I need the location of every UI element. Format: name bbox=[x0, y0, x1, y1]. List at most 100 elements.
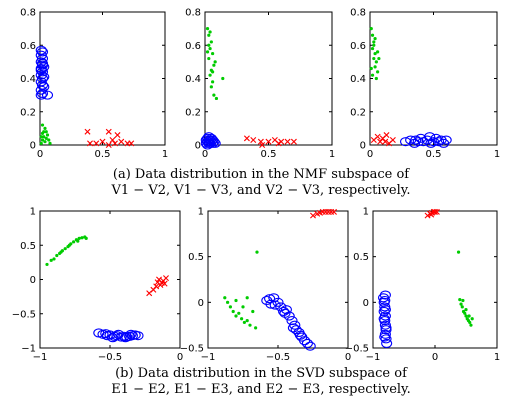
data-point bbox=[370, 33, 375, 37]
data-point bbox=[287, 323, 299, 333]
data-point bbox=[209, 85, 213, 89]
data-point bbox=[211, 70, 215, 74]
data-point bbox=[440, 135, 452, 145]
series-circle bbox=[200, 132, 221, 150]
plot-frame bbox=[39, 210, 181, 349]
data-point bbox=[372, 43, 376, 47]
data-point bbox=[265, 138, 272, 145]
data-point bbox=[48, 141, 52, 145]
data-point bbox=[234, 314, 238, 318]
data-point bbox=[464, 308, 468, 312]
data-point bbox=[294, 330, 306, 340]
y-tick-label: 1 bbox=[198, 207, 204, 218]
data-point bbox=[213, 60, 217, 64]
data-point bbox=[410, 135, 422, 145]
data-point bbox=[374, 60, 378, 64]
data-point bbox=[214, 96, 219, 101]
plots-group: 0 0.5 1 0 0.2 0.4 0.6 0.8 0 0.5 1 0 0.2 0.4 0.6 0.8 0 0.5… bbox=[12, 8, 500, 364]
y-tick-label: 0 bbox=[30, 141, 36, 152]
data-point bbox=[463, 311, 467, 315]
data-point bbox=[40, 123, 45, 127]
data-point bbox=[383, 132, 390, 139]
data-point bbox=[209, 138, 221, 148]
data-point bbox=[464, 314, 468, 318]
data-point bbox=[424, 132, 436, 142]
data-point bbox=[268, 293, 280, 303]
data-point bbox=[36, 88, 49, 99]
data-point bbox=[76, 239, 80, 243]
y-tick-label: 0.5 bbox=[20, 241, 36, 252]
y-tick-label: 0 bbox=[363, 298, 369, 309]
data-point bbox=[374, 133, 381, 140]
data-point bbox=[105, 142, 112, 148]
x-tick-label: 0 bbox=[177, 352, 183, 363]
data-point bbox=[376, 50, 380, 54]
plot-frame bbox=[369, 11, 498, 146]
data-point bbox=[432, 208, 438, 215]
data-point bbox=[234, 298, 238, 303]
data-point bbox=[380, 334, 392, 344]
data-point bbox=[469, 323, 473, 327]
panel-svd-e2-e3: −1 0 1−0.500.51 bbox=[345, 207, 500, 364]
data-point bbox=[36, 47, 49, 57]
data-point bbox=[209, 40, 213, 44]
data-point bbox=[243, 135, 250, 142]
series-circle bbox=[400, 132, 452, 148]
caption-nmf-line1: (a) Data distribution in the NMF subspac… bbox=[112, 167, 410, 182]
data-point bbox=[468, 320, 472, 325]
data-point bbox=[458, 297, 462, 302]
y-tick-label: 0 bbox=[195, 141, 201, 152]
data-point bbox=[381, 338, 393, 348]
data-point bbox=[161, 280, 168, 287]
y-tick-label: 0 bbox=[30, 275, 36, 286]
data-point bbox=[212, 63, 216, 67]
plot-frame bbox=[207, 210, 349, 349]
data-point bbox=[278, 306, 290, 317]
x-tick-label: −1 bbox=[366, 352, 381, 363]
caption-svd: (b) Data distribution in the SVD subspac… bbox=[0, 366, 522, 398]
data-point bbox=[207, 33, 211, 37]
data-point bbox=[212, 93, 216, 97]
data-point bbox=[63, 247, 67, 251]
data-point bbox=[372, 56, 376, 61]
data-point bbox=[49, 258, 53, 262]
y-tick-label: 0.5 bbox=[188, 252, 204, 263]
data-point bbox=[251, 309, 255, 314]
data-point bbox=[379, 332, 391, 342]
plot-frame bbox=[372, 210, 498, 349]
x-tick-label: 1 bbox=[162, 149, 168, 160]
x-tick-label: −1 bbox=[33, 352, 48, 363]
data-point bbox=[114, 132, 121, 139]
x-tick-label: 0 bbox=[345, 352, 351, 363]
series-x bbox=[243, 135, 297, 148]
data-point bbox=[467, 314, 471, 318]
data-point bbox=[153, 283, 160, 290]
data-point bbox=[45, 262, 49, 267]
data-point bbox=[226, 300, 230, 304]
y-tick-label: 0.8 bbox=[185, 8, 201, 19]
data-point bbox=[248, 323, 252, 327]
series-x bbox=[84, 128, 135, 148]
x-tick-label: −0.5 bbox=[98, 352, 122, 363]
panel-nmf-v1-v2: 0 0.5 1 0 0.2 0.4 0.6 0.8 bbox=[20, 8, 168, 161]
data-point bbox=[44, 130, 48, 134]
series-x bbox=[370, 132, 396, 147]
x-tick-label: 0.5 bbox=[261, 149, 277, 160]
series-dot bbox=[39, 123, 52, 145]
data-point bbox=[376, 70, 380, 74]
data-point bbox=[42, 130, 46, 134]
data-point bbox=[208, 73, 212, 77]
y-tick-label: 0.6 bbox=[185, 41, 201, 52]
data-point bbox=[67, 243, 71, 247]
data-point bbox=[84, 236, 88, 240]
data-point bbox=[378, 306, 390, 317]
data-point bbox=[379, 290, 391, 300]
x-tick-label: 0.5 bbox=[426, 149, 442, 160]
data-point bbox=[119, 333, 131, 343]
data-point bbox=[41, 90, 54, 100]
data-point bbox=[154, 279, 161, 286]
data-point bbox=[470, 317, 474, 321]
data-point bbox=[301, 338, 313, 348]
caption-nmf: (a) Data distribution in the NMF subspac… bbox=[0, 167, 522, 199]
data-point bbox=[290, 138, 297, 145]
